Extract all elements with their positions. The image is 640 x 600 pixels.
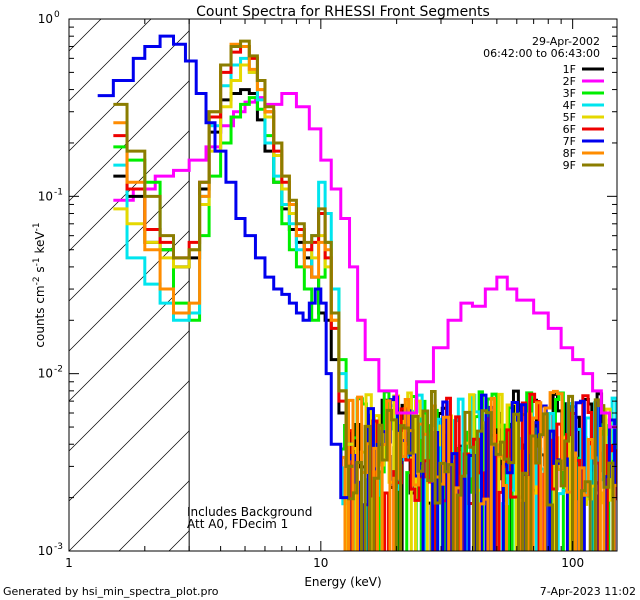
y-tick-label: 10 (38, 189, 53, 203)
footer-generated-by: Generated by hsi_min_spectra_plot.pro (3, 585, 219, 598)
x-tick-label: 1 (65, 556, 73, 570)
hatch-line (619, 19, 640, 551)
date-label: 29-Apr-2002 (532, 35, 600, 48)
chart-title: Count Spectra for RHESSI Front Segments (196, 4, 490, 20)
series-line-7F (97, 34, 349, 500)
legend-label-5F: 5F (563, 111, 576, 124)
y-axis-label-exp: -1 (32, 222, 42, 231)
y-tick-label-exponent: -2 (54, 365, 63, 375)
y-tick-label-exponent: 0 (54, 10, 60, 20)
legend-label-8F: 8F (563, 147, 576, 160)
footer-timestamp: 7-Apr-2023 11:02 (540, 585, 636, 598)
y-axis-label-exp: -2 (32, 276, 42, 285)
time-range-label: 06:42:00 to 06:43:00 (483, 47, 600, 60)
y-tick-label: 10 (38, 367, 53, 381)
y-axis-label: counts cm-2 s-1 keV-1 (32, 222, 47, 347)
series-lines (97, 34, 617, 500)
x-tick-label: 10 (313, 556, 328, 570)
y-axis-label-part: keV (33, 231, 47, 258)
y-axis-label-part: s (33, 266, 47, 276)
series-line-4F (113, 56, 354, 446)
plot-frame (68, 18, 618, 552)
legend-label-4F: 4F (563, 99, 576, 112)
y-axis-label-exp: -1 (32, 257, 42, 266)
y-tick-label: 10 (38, 544, 53, 558)
annotation-background: Includes Background (187, 505, 312, 519)
y-tick-label-exponent: -3 (54, 542, 63, 552)
series-line-3F (113, 96, 354, 446)
hatch-line (0, 19, 1, 551)
y-tick-label-exponent: -1 (54, 187, 63, 197)
hatch-line (69, 19, 202, 152)
x-axis-label: Energy (keV) (304, 575, 381, 589)
legend-label-3F: 3F (563, 87, 576, 100)
noise-trace-9F (347, 389, 615, 551)
y-tick-label: 10 (38, 12, 53, 26)
series-line-2F (113, 92, 617, 429)
hatch-line (69, 19, 152, 102)
hatch-line (69, 19, 102, 52)
x-tick-label: 100 (561, 556, 584, 570)
legend-label-9F: 9F (563, 159, 576, 172)
hatch-line (69, 19, 252, 202)
annotation-attenuator: Att A0, FDecim 1 (187, 517, 288, 531)
series-line-9F (113, 39, 354, 468)
hatch-line (0, 19, 51, 551)
legend-label-6F: 6F (563, 123, 576, 136)
legend-label-2F: 2F (563, 75, 576, 88)
legend-label-7F: 7F (563, 135, 576, 148)
legend-label-1F: 1F (563, 63, 576, 76)
y-axis-label-part: counts cm (33, 285, 47, 347)
